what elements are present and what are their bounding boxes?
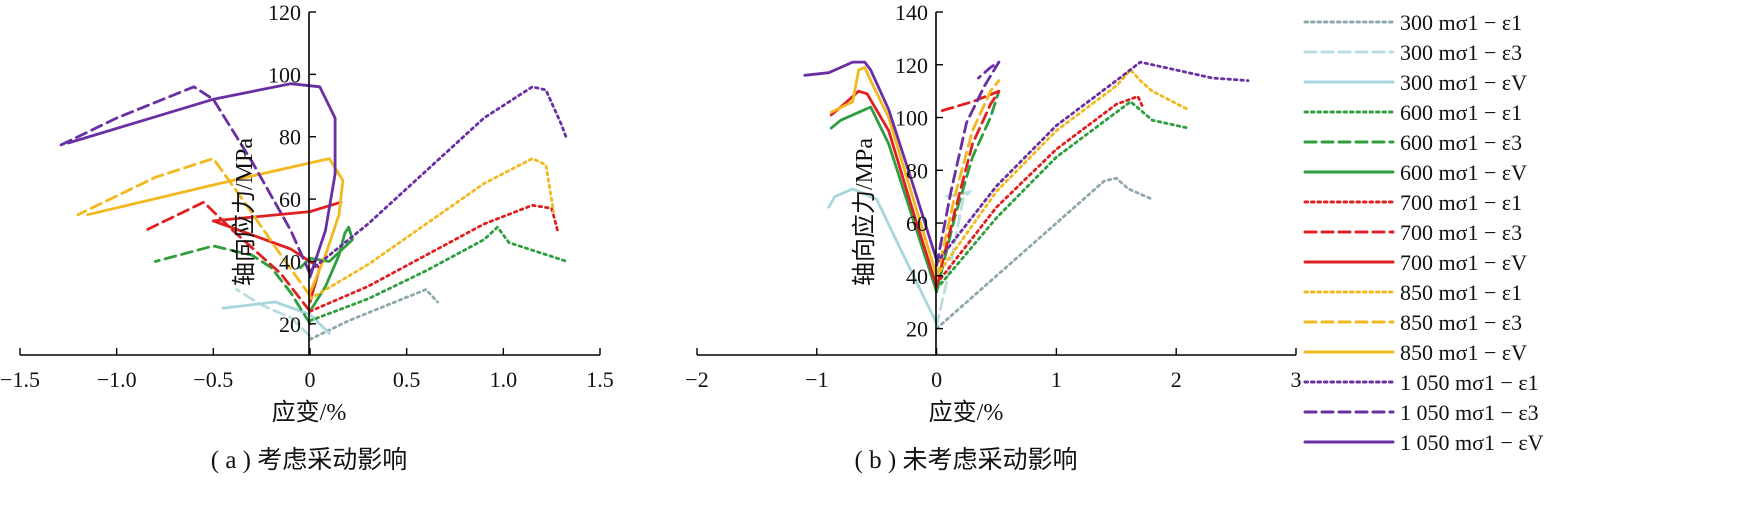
panel-b-ytick-label: 60 [906, 211, 928, 236]
panel-b-xtick-label: −2 [685, 367, 708, 392]
legend-entry-label: 850 mσ1 − ε1 [1400, 280, 1522, 305]
panel-b-series-line [935, 60, 1001, 267]
legend-entry-label: 600 mσ1 − ε3 [1400, 130, 1522, 155]
panel-a-xtick-label: 0 [305, 367, 316, 392]
panel-b-series-line [827, 187, 938, 325]
legend-entry-label: 700 mσ1 − ε1 [1400, 190, 1522, 215]
legend-entry-label: 1 050 mσ1 − εV [1400, 430, 1544, 455]
legend: 300 mσ1 − ε1 300 mσ1 − ε3 300 mσ1 − εV 600 … [1303, 10, 1544, 455]
panel-b-series-line [935, 89, 1001, 288]
panel-a-series-line [308, 203, 559, 313]
panel-b-series [803, 60, 1250, 331]
panel-a-ytick-label: 100 [268, 62, 301, 87]
legend-entry-label: 300 mσ1 − εV [1400, 70, 1527, 95]
panel-a-series-line [308, 225, 569, 323]
legend-entry-label: 1 050 mσ1 − ε3 [1400, 400, 1539, 425]
panel-a-series-line [144, 200, 312, 313]
panel-a-xtick-label: −1.5 [0, 367, 40, 392]
legend-entry-label: 700 mσ1 − ε3 [1400, 220, 1522, 245]
legend-entry-label: 850 mσ1 − εV [1400, 340, 1527, 365]
panel-b-ytick-label: 100 [895, 106, 928, 131]
panel-b-series-line [803, 60, 938, 262]
panel-a-ytick-label: 120 [268, 0, 301, 25]
panel-a-series-line [76, 157, 312, 298]
panel-a-series [57, 82, 569, 341]
legend-entry-label: 300 mσ1 − ε3 [1400, 40, 1522, 65]
panel-b-ytick-label: 80 [906, 158, 928, 183]
panel-a-series-line [153, 244, 312, 326]
panel-a: −1.5 −1.0 −0.5 0 0.5 1.0 1.5 20 40 60 80 100 120 应变/… [0, 0, 614, 474]
panel-a-xtick-label: 1.5 [586, 367, 614, 392]
panel-a-x-label: 应变/% [272, 399, 347, 426]
panel-b-xtick-label: −1 [805, 367, 828, 392]
panel-a-xtick-label: 1.0 [490, 367, 518, 392]
panel-a-series-line [66, 82, 337, 279]
panel-a-xtick-label: 0.5 [393, 367, 421, 392]
legend-entry-label: 300 mσ1 − ε1 [1400, 10, 1522, 35]
panel-a-xtick-label: −1.0 [97, 367, 137, 392]
panel-b-series-line [935, 60, 1250, 265]
legend-entry-label: 700 mσ1 − εV [1400, 250, 1527, 275]
panel-b-series-line [829, 66, 938, 278]
legend-entry-label: 850 mσ1 − ε3 [1400, 310, 1522, 335]
panel-a-series-line [57, 85, 312, 276]
panel-b-series-line [935, 100, 1190, 291]
panel-a-series-line [235, 288, 312, 338]
panel-b-series-line [935, 95, 1145, 286]
panel-a-ytick-label: 80 [279, 125, 301, 150]
panel-b-xtick-label: 0 [931, 367, 942, 392]
panel-a-ytick-label: 60 [279, 187, 301, 212]
panel-b-series-line [829, 105, 938, 294]
panel-b-ticks: −2 −1 0 1 2 3 20 40 60 80 100 120 140 [685, 0, 1301, 392]
panel-b-caption: ( b ) 未考虑采动影响 [855, 446, 1078, 474]
panel-a-series-line [221, 300, 331, 335]
panel-b-ytick-label: 140 [895, 0, 928, 25]
legend-entry-label: 600 mσ1 − ε1 [1400, 100, 1522, 125]
panel-a-ytick-label: 20 [279, 312, 301, 337]
panel-a-series-line [308, 85, 569, 273]
panel-b-xtick-label: 2 [1171, 367, 1182, 392]
panel-b-y-label: 轴向应力/MPa [851, 138, 878, 286]
panel-a-ticks: −1.5 −1.0 −0.5 0 0.5 1.0 1.5 20 40 60 80 100 120 [0, 0, 614, 392]
panel-a-series-line [308, 157, 555, 301]
panel-b-xtick-label: 3 [1291, 367, 1302, 392]
panel-a-ytick-label: 40 [279, 249, 301, 274]
panel-b-xtick-label: 1 [1051, 367, 1062, 392]
panel-a-xtick-label: −0.5 [193, 367, 233, 392]
panel-b-series-line [935, 79, 1001, 280]
panel-b-series-line [935, 68, 1190, 278]
panel-b-series-line [935, 176, 1154, 331]
panel-b-ytick-label: 20 [906, 317, 928, 342]
panel-b-x-label: 应变/% [929, 399, 1004, 426]
panel-a-caption: ( a ) 考虑采动影响 [211, 446, 408, 474]
legend-entry-label: 1 050 mσ1 − ε1 [1400, 370, 1539, 395]
panel-a-y-label: 轴向应力/MPa [231, 138, 258, 286]
panel-b-ytick-label: 40 [906, 264, 928, 289]
legend-entry-label: 600 mσ1 − εV [1400, 160, 1527, 185]
panel-b-ytick-label: 120 [895, 53, 928, 78]
panel-a-series-line [308, 288, 440, 341]
panel-a-series-line [86, 157, 345, 295]
